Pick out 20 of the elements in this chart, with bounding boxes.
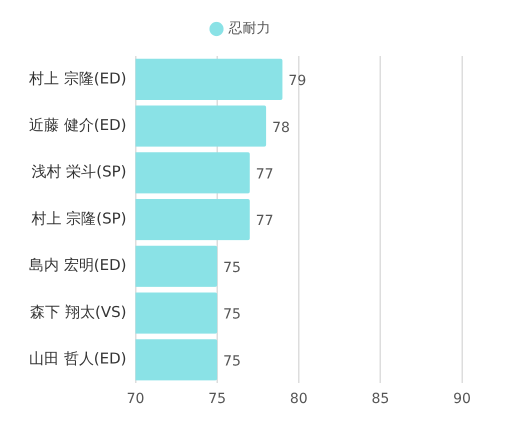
data-label: 78	[272, 120, 290, 136]
y-tick-label: 山田 哲人(ED)	[29, 350, 126, 368]
x-tick-label: 70	[126, 391, 144, 408]
data-label: 79	[288, 73, 306, 90]
y-tick-label: 島内 宏明(ED)	[29, 256, 126, 274]
legend-label: 忍耐力	[228, 20, 270, 37]
x-tick-label: 80	[290, 391, 308, 408]
data-label: 75	[223, 260, 241, 276]
data-label: 77	[256, 166, 274, 182]
y-tick-label: 村上 宗隆(ED)	[28, 69, 126, 88]
x-tick-label: 85	[371, 391, 390, 408]
data-label: 75	[223, 306, 241, 323]
y-tick-label: 村上 宗隆(SP)	[30, 209, 126, 228]
y-tick-label: 森下 翔太(VS)	[30, 302, 126, 321]
x-tick-label: 75	[208, 391, 226, 408]
y-tick-label: 浅村 栄斗(SP)	[31, 162, 126, 181]
data-label: 75	[223, 353, 241, 370]
y-tick-label: 近藤 健介(ED)	[29, 116, 126, 134]
x-tick-label: 90	[453, 391, 471, 408]
data-label: 77	[256, 213, 274, 230]
